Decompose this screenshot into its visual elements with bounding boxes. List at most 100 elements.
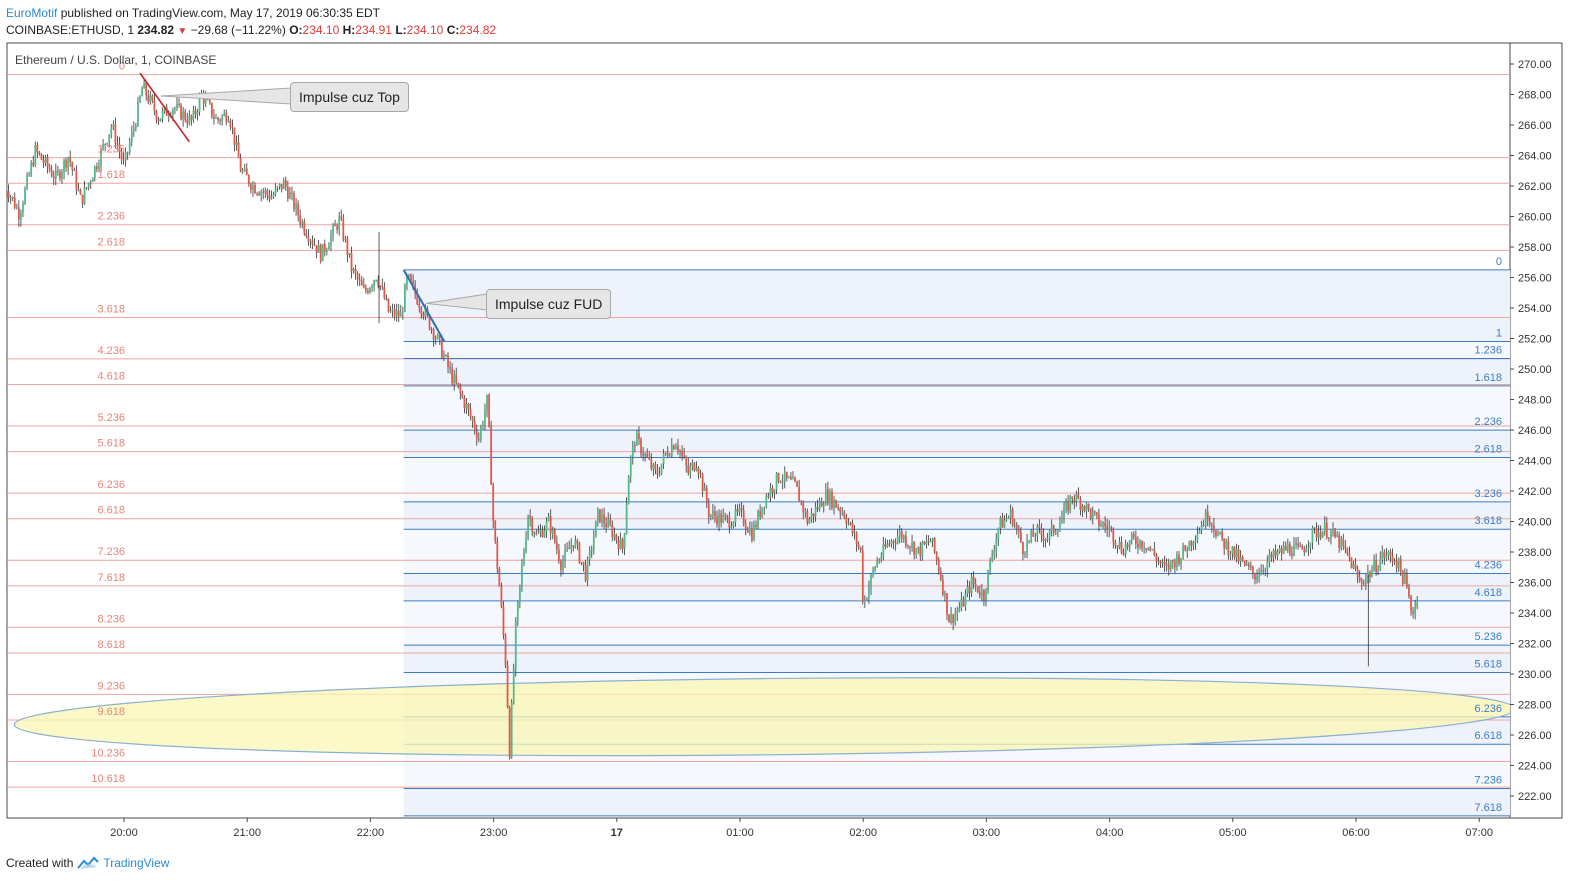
fib-right-label: 6.618 — [1474, 730, 1502, 742]
candle-body — [229, 120, 232, 127]
candle-body — [1178, 554, 1180, 565]
author-link[interactable]: EuroMotif — [6, 6, 58, 20]
symbol: COINBASE:ETHUSD, 1 — [6, 23, 135, 37]
candle-body — [564, 550, 566, 562]
fib-zone-band — [403, 501, 1510, 530]
candle-body — [1338, 534, 1341, 548]
candle-body — [17, 207, 20, 220]
candle-body — [714, 511, 716, 517]
candle-body — [393, 309, 396, 317]
candle-body — [617, 540, 620, 550]
candle-body — [894, 542, 897, 544]
y-tick-label: 250.00 — [1518, 364, 1552, 376]
candle-body — [126, 152, 129, 154]
candle-body — [1128, 540, 1131, 547]
candle-body — [773, 489, 776, 493]
candle-body — [1321, 531, 1324, 538]
candle-body — [950, 614, 952, 623]
candle-body — [654, 464, 657, 471]
candle-body — [1288, 543, 1291, 554]
candle-body — [539, 530, 542, 533]
candle-body — [636, 433, 638, 446]
candle-body — [59, 171, 61, 179]
candle-body — [855, 532, 858, 545]
candle-body — [1266, 561, 1269, 570]
candle-body — [286, 186, 289, 199]
candle-body — [1282, 545, 1285, 554]
y-tick-label: 236.00 — [1518, 578, 1552, 590]
candle-body — [15, 207, 18, 209]
fib-right-label: 4.618 — [1474, 587, 1502, 599]
candle-body — [578, 543, 581, 563]
candle-body — [467, 403, 470, 410]
fib-left-label: 9.236 — [97, 680, 125, 692]
candle-body — [1015, 524, 1018, 529]
candle-body — [742, 509, 745, 525]
candle-body — [247, 175, 250, 185]
candle-body — [167, 115, 170, 117]
candle-body — [406, 275, 408, 286]
callout-impulse-fud[interactable]: Impulse cuz FUD — [486, 289, 612, 319]
candle-body — [1182, 545, 1185, 558]
candle-body — [557, 549, 560, 562]
candle-body — [1416, 600, 1419, 607]
candle-body — [1268, 554, 1271, 562]
candle-body — [798, 486, 801, 502]
candle-body — [861, 550, 864, 602]
candle-body — [599, 509, 601, 522]
candle-body — [810, 513, 813, 520]
candle-body — [1241, 557, 1244, 561]
fib-left-label: 5.618 — [97, 438, 125, 450]
candle-body — [451, 368, 454, 384]
fib-left-label: 6.236 — [97, 479, 125, 491]
candle-body — [1106, 526, 1109, 530]
candle-body — [931, 538, 934, 541]
candle-body — [689, 466, 692, 474]
candle-body — [1024, 553, 1026, 555]
tradingview-brand-link[interactable]: TradingView — [103, 856, 170, 870]
candle-body — [270, 197, 273, 199]
candle-body — [1264, 569, 1267, 571]
candle-body — [884, 544, 887, 547]
candle-body — [1362, 583, 1365, 585]
candle-body — [705, 487, 708, 504]
candle-body — [820, 500, 823, 507]
candle-body — [592, 537, 595, 551]
candle-body — [473, 421, 476, 431]
candle-body — [531, 519, 534, 533]
candle-body — [601, 514, 603, 522]
candle-body — [1332, 528, 1334, 533]
candle-body — [463, 397, 466, 409]
candle-body — [348, 252, 351, 256]
candle-body — [1149, 547, 1152, 550]
candle-body — [1126, 544, 1129, 547]
candle-body — [925, 541, 928, 545]
candle-body — [465, 403, 468, 409]
candle-body — [313, 244, 316, 246]
close-value: 234.82 — [459, 23, 497, 37]
candle-body — [498, 568, 501, 587]
candle-body — [360, 280, 363, 286]
candle-body — [295, 203, 297, 210]
candle-body — [87, 182, 90, 188]
candle-body — [471, 417, 474, 422]
candle-body — [44, 157, 47, 164]
candle-body — [325, 249, 328, 252]
candle-body — [342, 219, 345, 240]
candle-body — [545, 520, 548, 531]
candle-body — [983, 590, 985, 601]
candle-body — [221, 115, 224, 122]
candle-body — [397, 310, 400, 317]
candle-body — [260, 191, 263, 196]
y-tick-label: 256.00 — [1518, 273, 1552, 285]
candle-body — [418, 304, 421, 308]
candle-body — [416, 294, 419, 305]
callout-impulse-top[interactable]: Impulse cuz Top — [290, 82, 409, 112]
candle-body — [691, 462, 694, 467]
y-tick-label: 246.00 — [1518, 425, 1552, 437]
candle-body — [1167, 564, 1170, 570]
candle-body — [1198, 530, 1201, 534]
fib-left-label: 1.236 — [97, 144, 125, 156]
candle-body — [761, 507, 764, 517]
